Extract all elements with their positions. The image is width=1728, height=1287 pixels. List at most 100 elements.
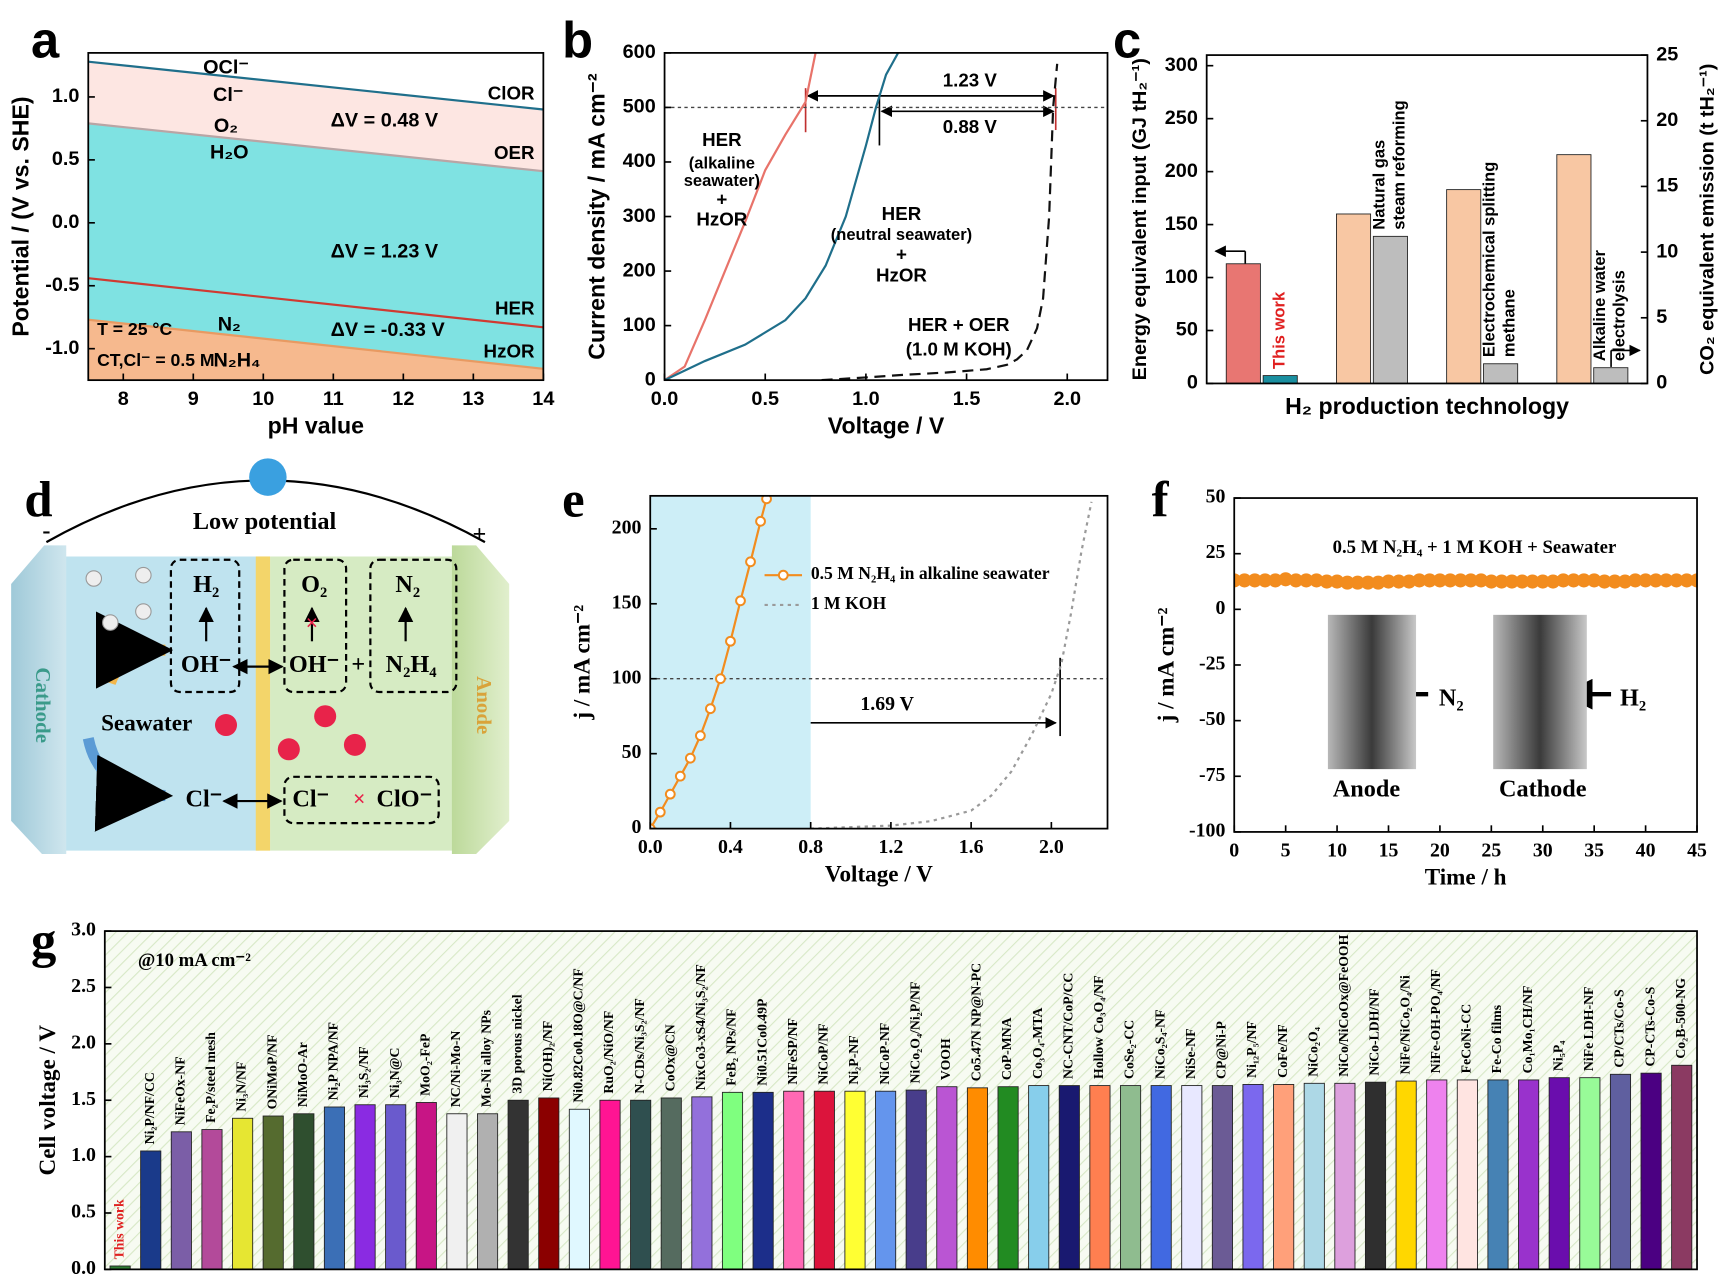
- x-tick-label: 9: [188, 388, 199, 410]
- category-label: NiFeOx-NF: [173, 1056, 188, 1125]
- y-axis-label: Cell voltage / V: [35, 1025, 61, 1176]
- y-tick-label: -0.5: [45, 274, 79, 296]
- marker: [1689, 573, 1698, 588]
- label-line: Alkaline water: [1590, 245, 1609, 361]
- y-tick-label: 50: [622, 741, 642, 763]
- label: Anode: [472, 676, 496, 734]
- category-label: RuO₂/NiO/NF: [601, 1011, 616, 1094]
- bar: [1058, 1085, 1080, 1270]
- bar: [905, 1089, 927, 1270]
- label-line: Natural gas: [1370, 135, 1389, 230]
- category-label: Ni(OH)₂/NF: [540, 1021, 556, 1092]
- y-tick-label: 25: [1206, 541, 1226, 563]
- category-label: Ni₂P-NF: [846, 1035, 861, 1084]
- bar: [997, 1086, 1019, 1270]
- panel-letter: b: [562, 11, 593, 68]
- category-label: FeCoNi-CC: [1459, 1004, 1474, 1074]
- bar: [293, 1113, 315, 1270]
- category-label: Fe₂P/steel mesh: [203, 1032, 218, 1123]
- category-label: Co₃O₄-MTA: [1030, 1007, 1045, 1079]
- panel: This work Natural gas steam reforming Elec…: [1113, 11, 1718, 418]
- bar: [507, 1099, 529, 1270]
- bar: [1211, 1085, 1233, 1270]
- label-line: methane: [1500, 289, 1519, 357]
- line-label: ClOR: [488, 83, 535, 104]
- anode: [451, 545, 510, 854]
- x-tick-label: 11: [323, 388, 344, 410]
- bar: [1262, 375, 1298, 384]
- bar: [385, 1104, 407, 1270]
- cathode-chamber: [60, 556, 260, 851]
- bar: [1548, 1077, 1570, 1270]
- legend-label: 1 M KOH: [811, 593, 887, 613]
- y-tick-label: 0: [645, 368, 656, 390]
- bar: [1395, 1080, 1417, 1270]
- series-line: [810, 501, 1093, 829]
- y-tick-label: 150: [612, 591, 642, 613]
- annotation: HER: [702, 129, 742, 150]
- bar: [813, 1090, 835, 1270]
- x-tick-label: 0.0: [651, 388, 679, 410]
- y2-tick-label: 25: [1656, 43, 1678, 65]
- bar: [691, 1096, 713, 1270]
- label: Cathode: [31, 667, 55, 743]
- y-tick-label: 0.0: [71, 1257, 96, 1279]
- y-tick-label: 50: [1206, 486, 1226, 508]
- category-label: NiFeSP/NF: [785, 1018, 800, 1085]
- bar: [875, 1090, 897, 1270]
- annotation: ΔV = -0.33 V: [331, 319, 446, 341]
- band-fill: [88, 278, 544, 369]
- y-tick-label: 1.0: [52, 85, 80, 107]
- bar: [446, 1113, 468, 1270]
- x-tick-label: 0.5: [751, 388, 779, 410]
- x-tick-label: 12: [392, 388, 414, 410]
- bar: [568, 1108, 590, 1270]
- category-label: Co₂B-500-NG: [1673, 978, 1688, 1059]
- label: +: [351, 651, 365, 678]
- category-label: NiFe LDH-NF: [1581, 987, 1596, 1072]
- panel-letter: d: [24, 471, 52, 527]
- y-axis-label: Energy equivalent input (GJ tH₂⁻¹): [1129, 58, 1151, 380]
- category-label: CP@Ni-P: [1214, 1020, 1229, 1079]
- label: Low potential: [193, 508, 337, 535]
- bar: [140, 1150, 162, 1270]
- y-tick-label: 100: [1165, 266, 1198, 288]
- bar: [1181, 1085, 1203, 1270]
- label: N₂H₄: [386, 651, 438, 678]
- bar: [599, 1099, 621, 1270]
- bar: [323, 1106, 345, 1270]
- y-tick-label: 50: [1176, 319, 1198, 341]
- label-line: Electrochemical splitting: [1480, 157, 1499, 357]
- y-tick-label: -25: [1199, 653, 1226, 675]
- line-label: OER: [494, 142, 535, 163]
- marker: [705, 703, 716, 715]
- marker: [654, 806, 666, 818]
- category-label: Ni0.51Co0.49P: [754, 998, 769, 1086]
- category-label: CoSe₂-CC: [1122, 1020, 1137, 1079]
- label-line: electrolysis: [1610, 270, 1629, 361]
- cross: ×: [353, 786, 366, 811]
- category-label: CoOx@CN: [662, 1024, 677, 1091]
- shaded-region: [650, 495, 811, 829]
- x-tick-label: 25: [1481, 839, 1501, 861]
- series-line: [88, 60, 544, 111]
- category-label: NC/Ni-Mo-N: [448, 1031, 463, 1108]
- y-tick-label: 3.0: [71, 919, 96, 941]
- molecules: [85, 566, 366, 761]
- bar: [1556, 154, 1592, 384]
- marker: [674, 770, 686, 782]
- bar: [1372, 235, 1408, 384]
- flow-arrow: [95, 611, 174, 689]
- x-tick-label: 0.4: [718, 836, 743, 858]
- bar: [1483, 363, 1519, 384]
- y-tick-label: 200: [612, 516, 642, 538]
- category-label: NiCo-LDH/NF: [1367, 988, 1382, 1075]
- category-label: NiCo₂S₄-NF: [1152, 1010, 1167, 1079]
- x-axis-label: Voltage / V: [828, 413, 945, 439]
- x-tick-label: 8: [118, 388, 129, 410]
- bar: [1640, 1072, 1662, 1270]
- label: N₂: [395, 571, 420, 598]
- y2-tick-label: 20: [1656, 109, 1678, 131]
- bar: [1120, 1085, 1142, 1270]
- bar: [1518, 1079, 1540, 1270]
